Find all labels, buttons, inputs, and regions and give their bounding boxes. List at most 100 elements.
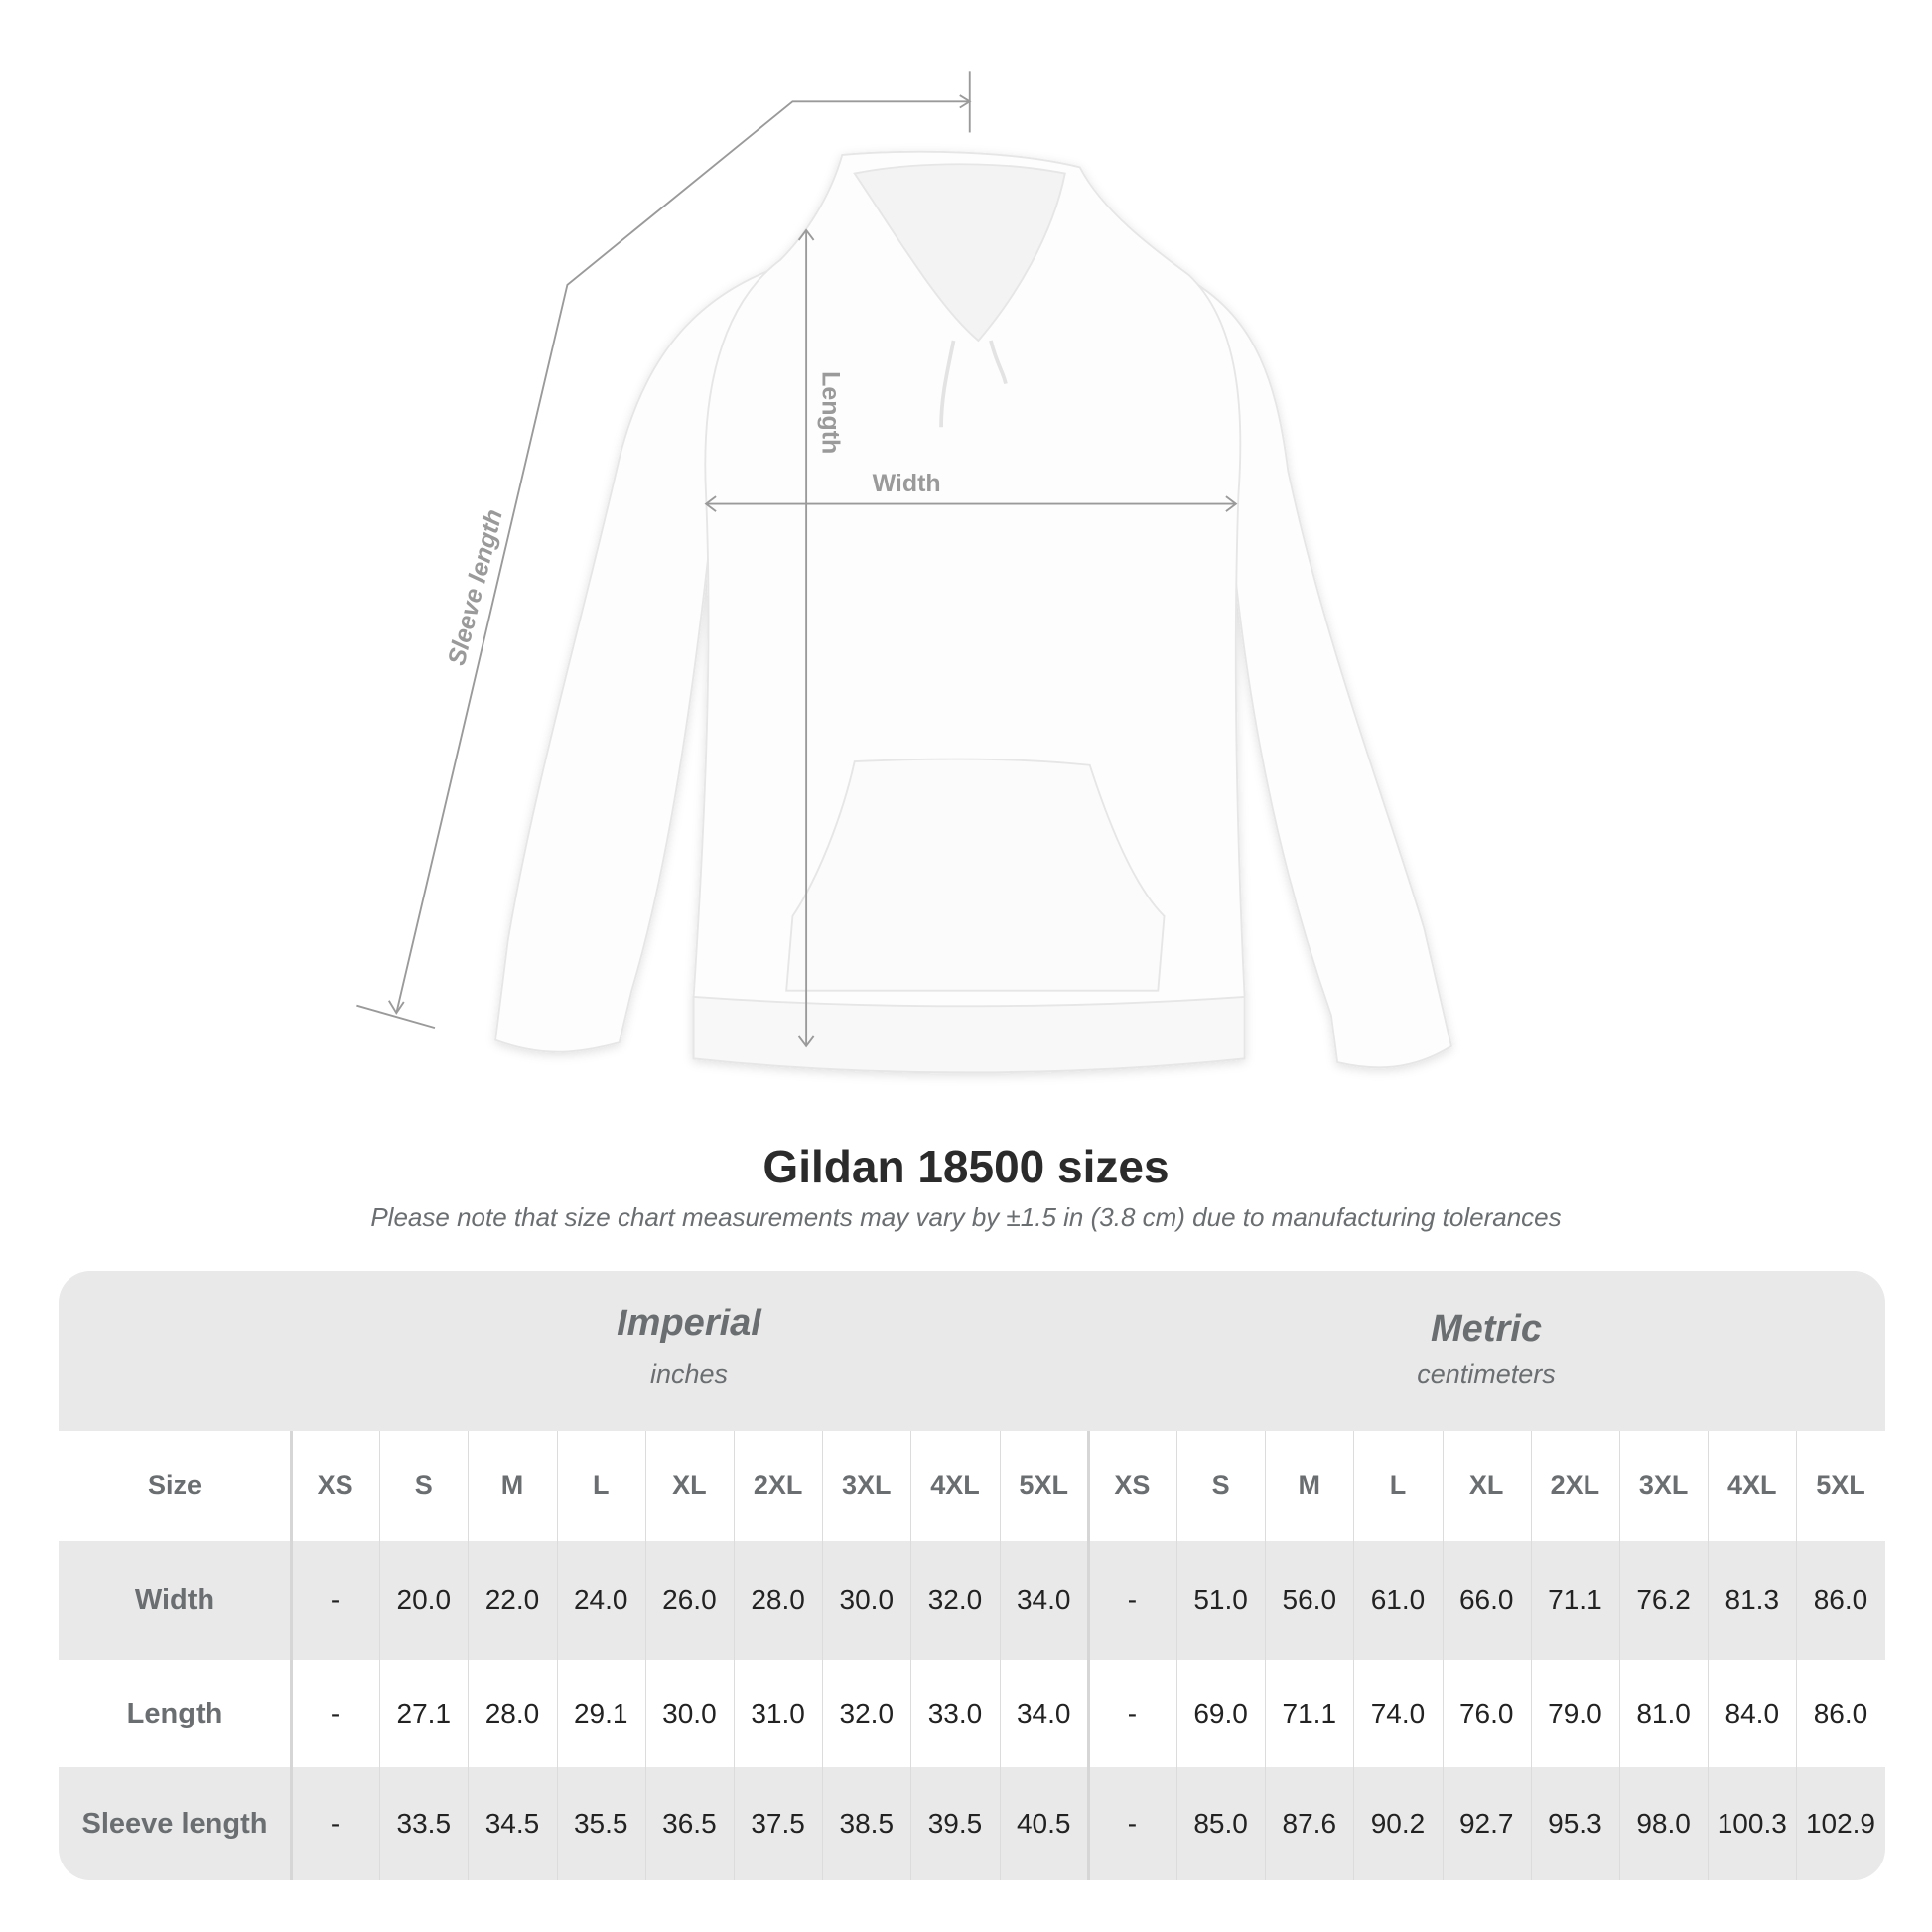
metric-title: Metric (1431, 1309, 1542, 1350)
length-arrow-top (797, 228, 815, 241)
row-band-sleeve (59, 1767, 1885, 1880)
sleeve-length-imperial-l: 35.5 (573, 1808, 628, 1839)
width-metric-2xl: 71.1 (1548, 1585, 1602, 1615)
sleeve-length-imperial-xs: - (330, 1808, 341, 1839)
row-label-sleeve-length: Sleeve length (81, 1807, 268, 1840)
sleeve-length-label: Sleeve length (443, 506, 508, 668)
length-metric-s: 69.0 (1193, 1698, 1248, 1728)
sleeve-start-tick (356, 1004, 436, 1030)
width-metric-m: 56.0 (1282, 1585, 1337, 1615)
metric-size-m: M (1298, 1470, 1321, 1500)
length-imperial-xl: 30.0 (662, 1698, 717, 1728)
width-imperial-3xl: 30.0 (839, 1585, 895, 1615)
sleeve-length-metric-xs: - (1127, 1808, 1138, 1839)
imperial-title: Imperial (617, 1303, 761, 1344)
width-label: Width (873, 470, 941, 497)
metric-size-4xl: 4XL (1727, 1470, 1777, 1500)
hoodie-image (494, 150, 1452, 1074)
imperial-size-l: L (592, 1470, 610, 1500)
length-imperial-m: 28.0 (484, 1698, 540, 1728)
width-metric-5xl: 86.0 (1813, 1585, 1868, 1615)
metric-size-5xl: 5XL (1816, 1470, 1865, 1500)
sleeve-arrow-bottom (388, 1000, 405, 1015)
header-band (59, 1271, 1885, 1431)
size-table: Imperial inches Metric centimeters Size X… (59, 1271, 1885, 1880)
width-metric-xl: 66.0 (1458, 1585, 1514, 1615)
width-imperial-4xl: 32.0 (927, 1585, 983, 1615)
column-divider (290, 1431, 293, 1880)
sleeve-length-imperial-5xl: 40.5 (1016, 1808, 1071, 1839)
width-metric-4xl: 81.3 (1725, 1585, 1780, 1615)
column-divider (1353, 1431, 1355, 1880)
sleeve-length-metric-3xl: 98.0 (1636, 1808, 1691, 1839)
width-arrow-right (1225, 495, 1238, 512)
width-metric-3xl: 76.2 (1636, 1585, 1691, 1615)
length-metric-4xl: 84.0 (1725, 1698, 1780, 1728)
width-imperial-2xl: 28.0 (751, 1585, 805, 1615)
column-divider (468, 1431, 470, 1880)
column-divider (1619, 1431, 1620, 1880)
imperial-size-5xl: 5XL (1019, 1470, 1068, 1500)
length-imperial-4xl: 33.0 (927, 1698, 983, 1728)
row-band-width (59, 1541, 1885, 1660)
column-divider (1708, 1431, 1710, 1880)
column-divider (1176, 1431, 1177, 1880)
metric-size-l: L (1389, 1470, 1407, 1500)
metric-size-2xl: 2XL (1550, 1470, 1600, 1500)
width-metric-xs: - (1127, 1585, 1138, 1615)
hoodie-illustration: Length Width Sleeve length (356, 71, 1452, 1074)
sleeve-length-imperial-s: 33.5 (396, 1808, 452, 1839)
length-imperial-3xl: 32.0 (839, 1698, 895, 1728)
sleeve-length-imperial-4xl: 39.5 (927, 1808, 983, 1839)
length-metric-5xl: 86.0 (1813, 1698, 1868, 1728)
imperial-header: Imperial inches (291, 1303, 1087, 1390)
length-metric-m: 71.1 (1282, 1698, 1337, 1728)
metric-header: Metric centimeters (1087, 1309, 1885, 1390)
row-label-length: Length (126, 1697, 223, 1729)
width-imperial-xl: 26.0 (662, 1585, 717, 1615)
imperial-size-xs: XS (317, 1470, 353, 1500)
width-imperial-5xl: 34.0 (1016, 1585, 1071, 1615)
metric-unit: centimeters (1417, 1359, 1556, 1389)
imperial-unit: inches (649, 1359, 729, 1389)
imperial-size-2xl: 2XL (753, 1470, 803, 1500)
width-imperial-l: 24.0 (573, 1585, 628, 1615)
column-divider (910, 1431, 912, 1880)
width-arrow-left (704, 495, 717, 512)
width-imperial-m: 22.0 (484, 1585, 540, 1615)
width-imperial-s: 20.0 (396, 1585, 452, 1615)
length-label: Length (816, 371, 844, 454)
width-metric-l: 61.0 (1370, 1585, 1426, 1615)
column-divider (1265, 1431, 1267, 1880)
width-imperial-xs: - (330, 1585, 341, 1615)
sleeve-length-line (395, 100, 970, 1014)
sleeve-length-imperial-xl: 36.5 (662, 1808, 717, 1839)
length-metric-3xl: 81.0 (1636, 1698, 1691, 1728)
column-divider (379, 1431, 381, 1880)
imperial-size-xl: XL (672, 1470, 707, 1500)
sleeve-length-metric-l: 90.2 (1370, 1808, 1426, 1839)
column-divider (644, 1431, 646, 1880)
width-metric-s: 51.0 (1193, 1585, 1248, 1615)
length-imperial-xs: - (330, 1698, 341, 1728)
length-arrow-bottom (797, 1035, 815, 1048)
column-divider (1530, 1431, 1532, 1880)
measurement-lines (356, 71, 1238, 1048)
length-metric-xs: - (1127, 1698, 1138, 1728)
imperial-size-4xl: 4XL (930, 1470, 980, 1500)
sleeve-length-metric-s: 85.0 (1193, 1808, 1248, 1839)
length-imperial-s: 27.1 (396, 1698, 452, 1728)
sleeve-length-imperial-2xl: 37.5 (751, 1808, 805, 1839)
sleeve-length-imperial-m: 34.5 (484, 1808, 540, 1839)
page-title: Gildan 18500 sizes (762, 1141, 1170, 1192)
metric-size-s: S (1211, 1470, 1230, 1500)
imperial-size-3xl: 3XL (842, 1470, 892, 1500)
sleeve-length-metric-xl: 92.7 (1458, 1808, 1514, 1839)
column-divider (822, 1431, 824, 1880)
length-imperial-5xl: 34.0 (1016, 1698, 1071, 1728)
length-imperial-l: 29.1 (573, 1698, 628, 1728)
length-imperial-2xl: 31.0 (751, 1698, 805, 1728)
tolerance-note: Please note that size chart measurements… (370, 1202, 1562, 1232)
metric-size-xl: XL (1468, 1470, 1504, 1500)
metric-size-xs: XS (1114, 1470, 1151, 1500)
